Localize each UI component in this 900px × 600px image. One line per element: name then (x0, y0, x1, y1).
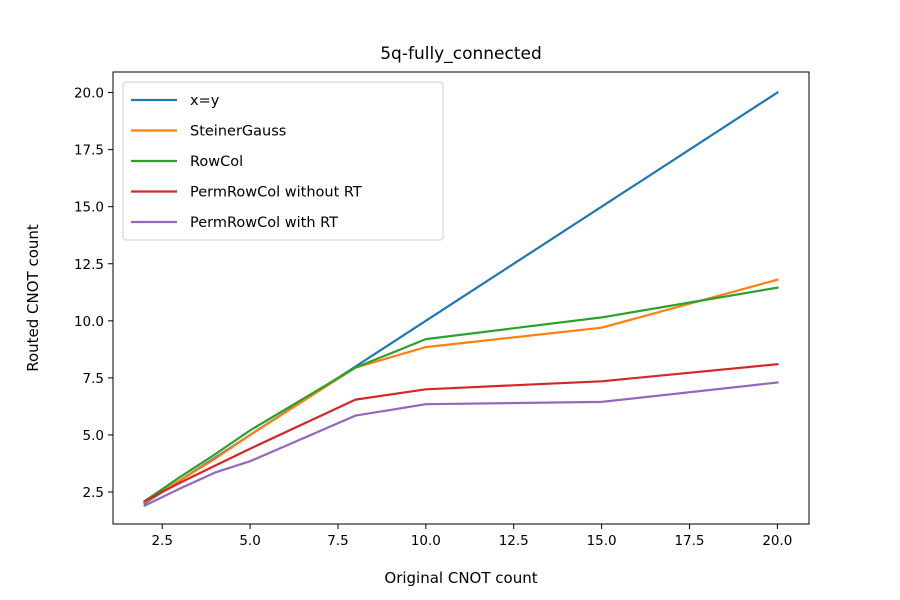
y-tick-label: 15.0 (74, 200, 104, 216)
x-tick-label: 7.5 (327, 533, 348, 549)
legend-label: PermRowCol without RT (190, 185, 362, 201)
legend-label: SteinerGauss (190, 124, 286, 140)
y-tick-label: 17.5 (74, 143, 104, 159)
series-line-1 (143, 278, 779, 504)
x-tick-label: 17.5 (674, 533, 704, 549)
legend-label: RowCol (190, 154, 243, 170)
x-axis-label: Original CNOT count (384, 569, 537, 587)
x-tick-label: 20.0 (762, 533, 792, 549)
legend-label: x=y (190, 93, 220, 109)
y-tick-label: 12.5 (74, 257, 104, 273)
y-tick-label: 2.5 (83, 485, 104, 501)
chart-title: 5q-fully_connected (380, 44, 542, 64)
y-tick-label: 7.5 (83, 371, 104, 387)
y-axis-label: Routed CNOT count (24, 224, 42, 372)
x-tick-label: 5.0 (239, 533, 260, 549)
legend-box (122, 81, 444, 241)
y-tick-label: 10.0 (74, 314, 104, 330)
legend-label: PermRowCol with RT (190, 215, 338, 231)
plot-lines (143, 90, 779, 508)
x-tick-label: 15.0 (587, 533, 617, 549)
legend: x=y SteinerGauss RowCol PermRowCol without … (122, 81, 444, 241)
y-tick-label: 5.0 (83, 428, 104, 444)
plot-frame (112, 71, 810, 525)
x-tick-label: 2.5 (151, 533, 172, 549)
series-line-4 (143, 381, 779, 508)
x-tick-label: 12.5 (499, 533, 529, 549)
x-tick-label: 10.0 (411, 533, 441, 549)
series-line-2 (143, 286, 779, 503)
x-axis-ticks: 2.5 5.0 7.5 10.0 12.5 15.0 17.5 20.0 (151, 524, 792, 549)
series-line-3 (143, 362, 779, 503)
y-axis-ticks: 2.5 5.0 7.5 10.0 12.5 15.0 17.5 20.0 (74, 86, 113, 501)
y-tick-label: 20.0 (74, 86, 104, 102)
